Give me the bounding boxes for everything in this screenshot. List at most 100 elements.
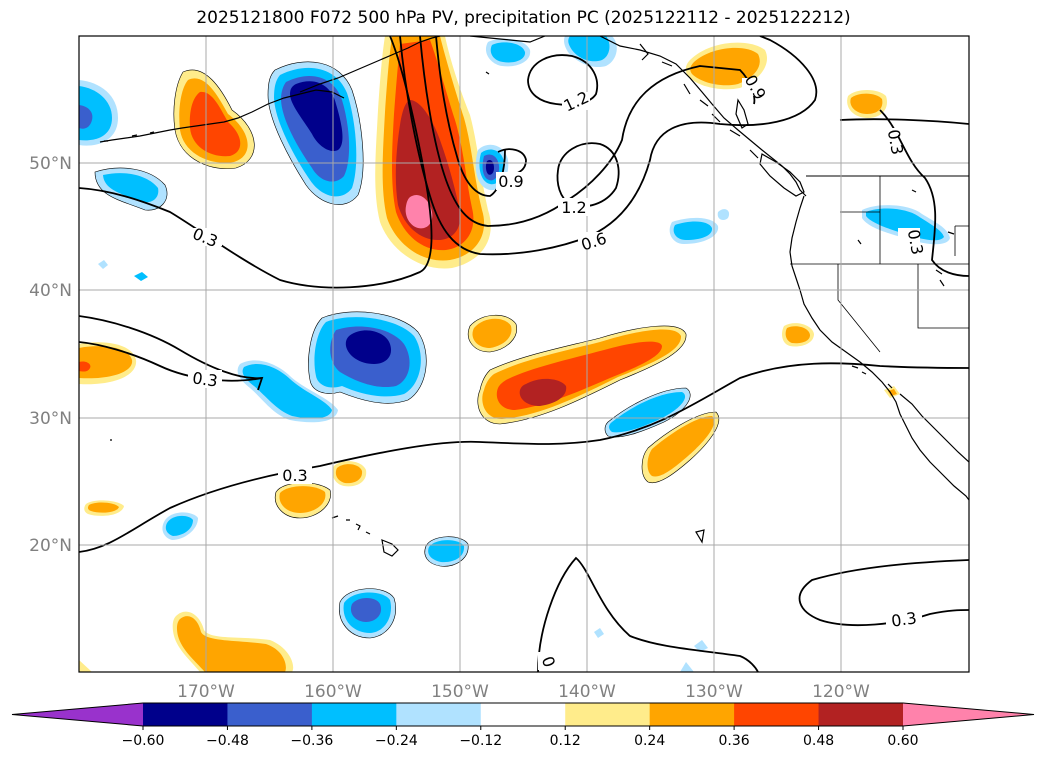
colorbar — [11, 702, 1035, 727]
orange-blob-california — [782, 323, 814, 347]
id-wy-border — [954, 225, 969, 256]
colorbar-tick-label: 0.36 — [719, 733, 750, 749]
orange-blob-148w — [468, 315, 517, 352]
colorbar-segment — [396, 703, 482, 726]
hawaii-small-islands — [331, 515, 371, 535]
vancouver-island — [759, 153, 805, 197]
colorbar-extend-high — [903, 703, 1034, 726]
orange-band-subtropical — [477, 325, 687, 424]
contour-label-0-3-inland: 0.3 — [904, 228, 927, 256]
lat-label-20n: 20°N — [29, 536, 72, 556]
inland-lakes — [857, 189, 955, 287]
pv-contours — [79, 36, 969, 672]
contour-0-3-north — [79, 36, 433, 289]
blue-blob-west-2 — [95, 168, 168, 211]
corner-speck — [79, 660, 92, 672]
contour-1-2-loop-north — [527, 54, 598, 106]
colorbar-segment — [227, 703, 313, 726]
channel-islands — [851, 365, 893, 389]
lat-label-40n: 40°N — [29, 281, 72, 301]
orange-blob-aleutian — [173, 69, 255, 169]
baja-gulf-coast — [899, 393, 969, 463]
plot-area: 1.2 0.9 0.9 1.2 0.6 0.3 0.3 0.3 0.3 0.3 … — [79, 36, 969, 672]
contour-label-0-3-mid: 0.3 — [191, 368, 219, 390]
orange-blob-southwest — [172, 611, 294, 672]
blue-band-137w — [605, 388, 691, 438]
gulf-of-alaska-coast — [469, 36, 546, 43]
contour-0-6 — [399, 36, 818, 256]
contour-0-3-inland-north — [839, 118, 969, 125]
longitude-labels: 170°W 160°W 150°W 140°W 130°W 120°W — [177, 682, 870, 702]
ca-nv-border — [837, 264, 881, 353]
contour-label-1-2-south: 1.2 — [561, 198, 586, 217]
lon-label-130w: 130°W — [685, 682, 743, 702]
blue-blob-165w — [237, 360, 338, 423]
colorbar-segment — [480, 703, 566, 726]
contour-1-2-loop-south — [556, 142, 620, 208]
lat-label-30n: 30°N — [29, 409, 72, 429]
lon-label-160w: 160°W — [304, 682, 362, 702]
colorbar-labels: −0.60 −0.48 −0.36 −0.24 −0.12 0.12 0.24 0.36 0.4… — [122, 726, 919, 749]
contour-label-0-3-inland-north: 0.3 — [884, 128, 907, 156]
contour-0-3-inland — [879, 109, 969, 277]
blue-blob-west — [79, 80, 118, 146]
lon-label-120w: 120°W — [812, 682, 870, 702]
hawaii-big-island — [381, 539, 399, 557]
contour-0-3-southeast — [798, 559, 969, 627]
shaded-fields — [79, 36, 950, 672]
contour-0-3-mid-west — [79, 315, 263, 380]
graticule — [79, 36, 969, 672]
lon-label-150w: 150°W — [431, 682, 489, 702]
colorbar-tick-label: 0.12 — [550, 733, 581, 749]
fjord-details — [639, 43, 759, 159]
state-borders — [790, 176, 969, 353]
orange-blob-162w — [275, 482, 331, 518]
orange-blob-ne — [847, 90, 888, 118]
blue-blob-168w — [162, 512, 198, 540]
blue-blob-160w — [268, 61, 364, 205]
colorbar-tick-label: −0.24 — [375, 733, 418, 749]
blue-blob-washington — [862, 205, 950, 245]
orange-blob-135w — [642, 412, 719, 483]
lat-label-50n: 50°N — [29, 154, 72, 174]
blue-blob-158w — [308, 311, 427, 404]
aleutian-islets — [104, 131, 155, 142]
colorbar-tick-label: 0.60 — [887, 733, 918, 749]
orange-blob-158w — [332, 461, 367, 487]
colorbar-tick-label: 0.48 — [803, 733, 834, 749]
colorbar-segment — [311, 703, 397, 726]
colorbar-segment — [818, 703, 904, 726]
contour-0-3-mid-inner — [79, 341, 264, 391]
colorbar-tick-label: −0.36 — [290, 733, 333, 749]
orange-speck-173w — [84, 500, 124, 516]
lon-label-140w: 140°W — [558, 682, 616, 702]
aleutian-islands — [99, 89, 345, 143]
orange-blob-edge — [79, 342, 137, 385]
contour-0-south — [537, 556, 759, 672]
contour-label-0-3-subtropical: 0.3 — [282, 466, 307, 485]
colorbar-segment — [649, 703, 735, 726]
contour-labels: 1.2 0.9 0.9 1.2 0.6 0.3 0.3 0.3 0.3 0.3 … — [188, 71, 927, 670]
map-title: 2025121800 F072 500 hPa PV, precipitatio… — [196, 8, 851, 28]
colorbar-tick-label: 0.24 — [634, 733, 665, 749]
latitude-labels: 50°N 40°N 30°N 20°N — [29, 154, 72, 556]
contour-label-0-9-mid: 0.9 — [498, 172, 523, 191]
colorbar-tick-label: −0.60 — [122, 733, 165, 749]
west-coast-north-america — [789, 195, 969, 501]
contour-label-0-3-southeast: 0.3 — [890, 608, 918, 630]
colorbar-segment — [565, 703, 651, 726]
colorbar-segment — [143, 703, 228, 726]
colorbar-extend-low — [12, 703, 143, 726]
colorbar-tick-label: −0.48 — [206, 733, 249, 749]
colorbar-tick-label: −0.12 — [459, 733, 502, 749]
colorbar-segment — [734, 703, 820, 726]
nv-az-border — [917, 264, 969, 329]
contour-0-3-subtropical — [79, 362, 969, 553]
alaska-peninsula — [299, 36, 441, 93]
blue-blob-150w — [424, 536, 469, 567]
lon-label-170w: 170°W — [177, 682, 235, 702]
blue-blob-157w — [339, 588, 396, 638]
tiny-blue-specks-south — [594, 628, 708, 672]
blue-blobs-north — [485, 36, 617, 68]
